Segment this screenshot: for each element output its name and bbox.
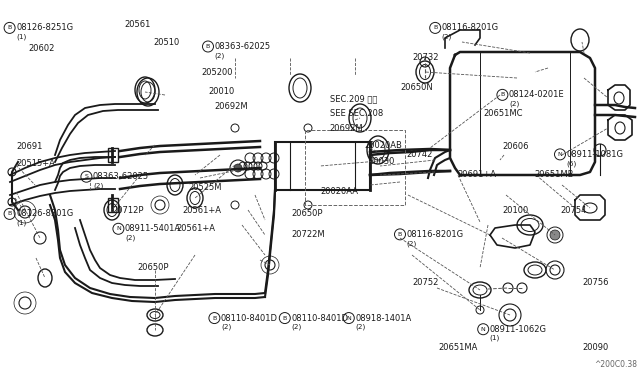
Text: (6): (6)	[566, 160, 577, 167]
Text: 08126-8251G: 08126-8251G	[16, 23, 73, 32]
Text: (1): (1)	[16, 219, 26, 226]
Text: 20030: 20030	[368, 157, 394, 166]
Text: 20100: 20100	[502, 206, 529, 215]
Text: 20515+A: 20515+A	[16, 159, 55, 168]
Text: 08110-8401D: 08110-8401D	[291, 314, 348, 323]
Text: 08918-1401A: 08918-1401A	[355, 314, 412, 323]
Text: SEC.209 備考: SEC.209 備考	[330, 94, 377, 103]
Text: 08911-1062G: 08911-1062G	[490, 325, 547, 334]
Text: 20020AA: 20020AA	[320, 187, 358, 196]
Text: (2): (2)	[355, 324, 365, 330]
Text: 20651MB: 20651MB	[534, 170, 574, 179]
Text: 08116-8201G: 08116-8201G	[442, 23, 499, 32]
Text: 08116-8201G: 08116-8201G	[406, 230, 463, 239]
Bar	[275, 142, 370, 190]
Text: B: B	[8, 211, 12, 217]
Text: 20561: 20561	[125, 20, 151, 29]
Text: (2): (2)	[125, 234, 135, 241]
Text: N: N	[557, 152, 563, 157]
Bar	[108, 198, 118, 212]
Text: 20691: 20691	[16, 142, 42, 151]
Text: (2): (2)	[214, 52, 225, 59]
Text: 20020AB: 20020AB	[365, 141, 403, 150]
Text: 08126-8301G: 08126-8301G	[16, 209, 74, 218]
Text: B: B	[398, 232, 402, 237]
Text: 20010: 20010	[208, 87, 234, 96]
Text: (1): (1)	[16, 33, 26, 40]
Text: (2): (2)	[93, 182, 103, 189]
Text: N: N	[481, 327, 486, 332]
Text: 20650N: 20650N	[400, 83, 433, 92]
Text: 08911-5401A: 08911-5401A	[125, 224, 181, 233]
Text: 20602: 20602	[29, 44, 55, 53]
Text: (2): (2)	[291, 324, 301, 330]
Text: 20692M: 20692M	[330, 124, 364, 133]
Text: 20692M: 20692M	[214, 102, 248, 110]
Text: (2): (2)	[442, 33, 452, 40]
Text: 20756: 20756	[582, 278, 609, 287]
Text: B: B	[8, 25, 12, 31]
Text: 20561+A: 20561+A	[176, 224, 215, 233]
Text: B: B	[206, 44, 210, 49]
Text: N: N	[346, 315, 351, 321]
Text: 20722M: 20722M	[291, 230, 325, 239]
Text: 08110-8401D: 08110-8401D	[221, 314, 278, 323]
Text: 08124-0201E: 08124-0201E	[509, 90, 564, 99]
Text: SEE SEC.208: SEE SEC.208	[330, 109, 383, 118]
Text: 20651MC: 20651MC	[483, 109, 523, 118]
Text: 20650P: 20650P	[291, 209, 323, 218]
Text: B: B	[283, 315, 287, 321]
Text: 20525M: 20525M	[189, 183, 222, 192]
Text: 08363-62025: 08363-62025	[93, 172, 149, 181]
Text: 08911-1081G: 08911-1081G	[566, 150, 623, 159]
Text: 20561+A: 20561+A	[182, 206, 221, 215]
Text: 20732: 20732	[413, 53, 439, 62]
Text: (1): (1)	[490, 335, 500, 341]
Text: 20752: 20752	[413, 278, 439, 287]
Text: 20650P: 20650P	[138, 263, 169, 272]
Text: 20090: 20090	[582, 343, 609, 352]
Circle shape	[234, 164, 242, 172]
Text: 20742: 20742	[406, 150, 433, 159]
Text: 20510: 20510	[154, 38, 180, 47]
Text: 20754: 20754	[560, 206, 586, 215]
Text: 20606: 20606	[502, 142, 529, 151]
Text: 08363-62025: 08363-62025	[214, 42, 271, 51]
Text: B: B	[433, 25, 437, 31]
Text: B: B	[500, 92, 504, 97]
Text: 20712P: 20712P	[112, 206, 143, 215]
Text: 20691+A: 20691+A	[458, 170, 497, 179]
Bar	[108, 148, 118, 162]
Text: ^200C0.38: ^200C0.38	[594, 360, 637, 369]
Text: (2): (2)	[221, 324, 231, 330]
Text: (2): (2)	[406, 240, 417, 247]
Text: 20651MA: 20651MA	[438, 343, 478, 352]
Text: B: B	[212, 315, 216, 321]
Circle shape	[550, 230, 560, 240]
Text: (2): (2)	[509, 100, 519, 107]
Text: N: N	[116, 226, 121, 231]
Text: S: S	[84, 174, 88, 179]
Text: 205200: 205200	[202, 68, 233, 77]
